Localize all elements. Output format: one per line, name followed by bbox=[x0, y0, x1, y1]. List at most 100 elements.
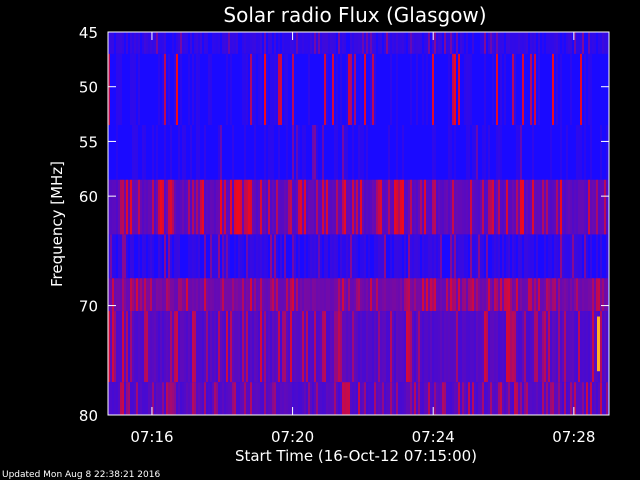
heatmap-cell bbox=[584, 53, 586, 126]
heatmap-cell bbox=[366, 179, 368, 235]
heatmap-cell bbox=[538, 179, 540, 235]
heatmap-cell bbox=[150, 311, 152, 383]
heatmap-cell bbox=[312, 278, 314, 312]
chart-title: Solar radio Flux (Glasgow) bbox=[223, 3, 486, 27]
heatmap-cell bbox=[304, 382, 306, 415]
heatmap-cell bbox=[162, 311, 164, 383]
heatmap-cell bbox=[416, 311, 418, 383]
heatmap-cell bbox=[216, 234, 218, 279]
heatmap-cell bbox=[564, 382, 566, 415]
heatmap-cell bbox=[518, 32, 520, 54]
heatmap-cell bbox=[454, 311, 456, 383]
heatmap-cell bbox=[258, 278, 260, 312]
heatmap-cell bbox=[290, 311, 292, 383]
heatmap-cell bbox=[144, 311, 146, 383]
heatmap-cell bbox=[128, 382, 130, 415]
heatmap-cell bbox=[516, 382, 518, 415]
heatmap-cell bbox=[512, 234, 514, 279]
heatmap-cell bbox=[480, 382, 482, 415]
heatmap-cell bbox=[484, 278, 486, 312]
heatmap-cell bbox=[486, 179, 488, 235]
x-tick-label: 07:20 bbox=[271, 428, 314, 446]
heatmap-cell bbox=[226, 311, 228, 383]
heatmap-cell bbox=[226, 53, 228, 126]
heatmap-cell bbox=[528, 311, 530, 383]
heatmap-cell bbox=[582, 382, 584, 415]
heatmap-cell bbox=[574, 382, 576, 415]
heatmap-cell bbox=[440, 234, 442, 279]
heatmap-cell bbox=[172, 311, 174, 383]
heatmap-cell bbox=[156, 311, 158, 383]
heatmap-cell bbox=[180, 179, 182, 235]
heatmap-cell bbox=[380, 278, 382, 312]
heatmap-cell bbox=[412, 311, 414, 383]
heatmap-cell bbox=[314, 125, 316, 180]
heatmap-cell bbox=[522, 53, 524, 126]
heatmap-cell bbox=[584, 278, 586, 312]
heatmap-cell bbox=[134, 382, 136, 415]
heatmap-cell bbox=[466, 32, 468, 54]
heatmap-cell bbox=[346, 179, 348, 235]
heatmap-cell bbox=[474, 278, 476, 312]
x-axis-label: Start Time (16-Oct-12 07:15:00) bbox=[235, 447, 477, 465]
heatmap-cell bbox=[468, 382, 470, 415]
heatmap-cell bbox=[274, 234, 276, 279]
heatmap-cell bbox=[224, 278, 226, 312]
heatmap-cell bbox=[196, 311, 198, 383]
heatmap-cell bbox=[392, 179, 394, 235]
heatmap-cell bbox=[416, 278, 418, 312]
heatmap-cell bbox=[350, 179, 352, 235]
heatmap-cell bbox=[358, 125, 360, 180]
heatmap-cell bbox=[138, 382, 140, 415]
heatmap-cell bbox=[258, 234, 260, 279]
heatmap-cell bbox=[566, 234, 568, 279]
heatmap-cell bbox=[502, 382, 504, 415]
heatmap-cell bbox=[414, 32, 416, 54]
heatmap-cell bbox=[348, 382, 350, 415]
heatmap-cell bbox=[374, 234, 376, 279]
heatmap-cell bbox=[252, 179, 254, 235]
heatmap-cell bbox=[492, 311, 494, 383]
heatmap-cell bbox=[334, 32, 336, 54]
heatmap-cell bbox=[120, 53, 122, 126]
heatmap-cell bbox=[324, 311, 326, 383]
heatmap-cell bbox=[146, 311, 148, 383]
heatmap-cell bbox=[212, 382, 214, 415]
heatmap-cell bbox=[210, 234, 212, 279]
heatmap-cell bbox=[344, 311, 346, 383]
heatmap-cell bbox=[474, 125, 476, 180]
heatmap-cell bbox=[432, 311, 434, 383]
heatmap-cell bbox=[220, 179, 222, 235]
heatmap-cell bbox=[278, 53, 280, 126]
heatmap-cell bbox=[562, 311, 564, 383]
heatmap-cell bbox=[334, 382, 336, 415]
heatmap-cell bbox=[568, 179, 570, 235]
heatmap-cell bbox=[210, 179, 212, 235]
heatmap-cell bbox=[424, 32, 426, 54]
heatmap-cell bbox=[594, 278, 596, 312]
heatmap-cell bbox=[514, 234, 516, 279]
heatmap-cell bbox=[332, 179, 334, 235]
heatmap-cell bbox=[134, 53, 136, 126]
heatmap-cell bbox=[112, 234, 114, 279]
heatmap-cell bbox=[492, 234, 494, 279]
heatmap-cell bbox=[524, 179, 526, 235]
heatmap-cell bbox=[188, 278, 190, 312]
heatmap-cell bbox=[478, 179, 480, 235]
heatmap-cell bbox=[298, 179, 300, 235]
heatmap-cell bbox=[370, 32, 372, 54]
heatmap-cell bbox=[410, 53, 412, 126]
heatmap-cell bbox=[304, 311, 306, 383]
heatmap-cell bbox=[414, 179, 416, 235]
heatmap-cell bbox=[568, 311, 570, 383]
heatmap-cell bbox=[160, 234, 162, 279]
heatmap-cell bbox=[452, 179, 454, 235]
heatmap-cell bbox=[222, 382, 224, 415]
heatmap-cell bbox=[178, 125, 180, 180]
heatmap-cell bbox=[192, 234, 194, 279]
heatmap-cell bbox=[198, 32, 200, 54]
heatmap-cell bbox=[234, 234, 236, 279]
heatmap-cell bbox=[274, 278, 276, 312]
heatmap-cell bbox=[112, 311, 114, 383]
heatmap-cell bbox=[248, 278, 250, 312]
